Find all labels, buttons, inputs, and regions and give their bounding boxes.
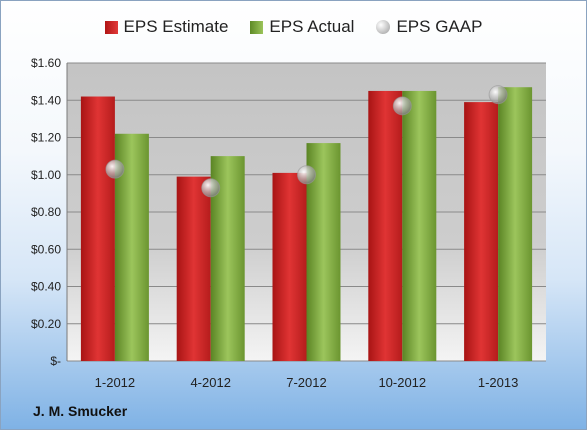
marker-eps-gaap	[201, 178, 221, 198]
bar-eps-estimate	[368, 90, 403, 361]
y-tick-label: $-	[50, 354, 61, 368]
legend-swatch-actual	[250, 20, 264, 34]
y-tick-label: $1.40	[31, 93, 61, 107]
y-tick-label: $0.60	[31, 242, 61, 256]
y-tick-label: $0.20	[31, 317, 61, 331]
bar-eps-estimate	[176, 176, 211, 361]
bars	[80, 87, 533, 362]
x-tick-label: 4-2012	[190, 375, 230, 390]
y-tick-label: $1.20	[31, 131, 61, 145]
legend: EPS Estimate EPS Actual EPS GAAP	[1, 17, 586, 37]
y-axis: $- $0.20 $0.40 $0.60 $0.80 $1.00 $1.20 $1.40 $1.…	[31, 56, 68, 368]
y-tick-label: $0.40	[31, 280, 61, 294]
marker-eps-gaap	[105, 159, 125, 179]
legend-swatch-gaap	[376, 20, 391, 34]
legend-label-estimate: EPS Estimate	[123, 17, 229, 36]
bar-eps-estimate	[272, 172, 307, 361]
marker-eps-gaap	[488, 85, 508, 105]
legend-label-actual: EPS Actual	[269, 17, 355, 36]
marker-eps-gaap	[392, 96, 412, 116]
x-tick-label: 10-2012	[378, 375, 426, 390]
y-tick-label: $1.00	[31, 168, 61, 182]
y-tick-label: $0.80	[31, 205, 61, 219]
x-tick-label: 1-2012	[95, 375, 135, 390]
bar-eps-actual	[498, 87, 533, 362]
x-tick-label: 7-2012	[286, 375, 326, 390]
legend-eps-estimate: EPS Estimate	[104, 17, 229, 37]
x-axis: 1-2012 4-2012 7-2012 10-2012 1-2013	[95, 375, 519, 390]
legend-eps-actual: EPS Actual	[250, 17, 354, 37]
marker-eps-gaap	[297, 165, 316, 185]
company-name: J. M. Smucker	[33, 403, 128, 419]
y-tick-label: $1.60	[31, 56, 61, 70]
bar-eps-actual	[402, 90, 437, 361]
legend-label-gaap: EPS GAAP	[396, 17, 483, 36]
legend-swatch-estimate	[104, 20, 118, 34]
x-tick-label: 1-2013	[478, 375, 518, 390]
bar-eps-estimate	[80, 96, 115, 362]
gaap-markers	[105, 85, 508, 198]
bar-eps-estimate	[464, 102, 499, 362]
legend-eps-gaap: EPS GAAP	[376, 17, 482, 37]
